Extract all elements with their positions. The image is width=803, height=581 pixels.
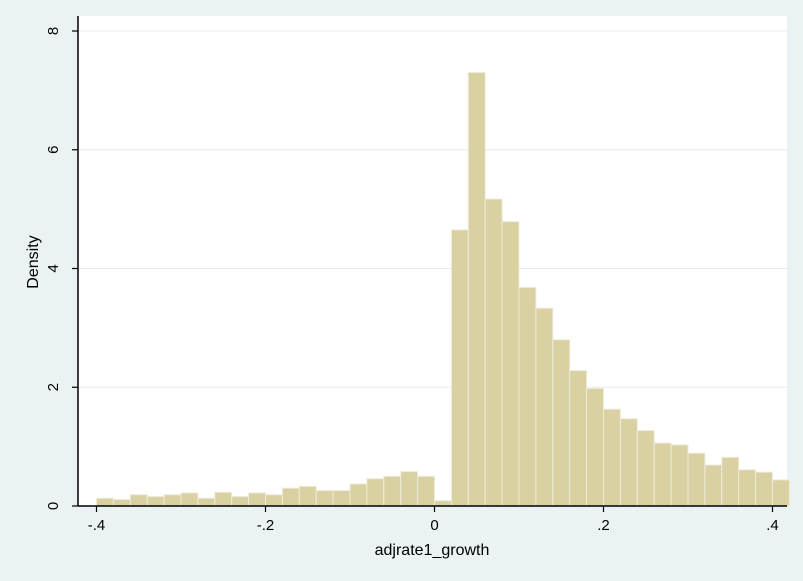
histogram-bar (231, 496, 250, 507)
histogram-bar (366, 478, 385, 507)
histogram-bar (332, 490, 351, 507)
x-tick-label: -.2 (257, 517, 275, 534)
histogram-bar (450, 229, 469, 507)
y-axis-title: Density (25, 235, 42, 288)
histogram-bar (484, 198, 503, 507)
histogram-bar (146, 496, 165, 507)
histogram-bar (552, 339, 571, 507)
histogram-bar (265, 494, 283, 507)
bars (96, 72, 790, 507)
histogram-bar (197, 497, 216, 507)
histogram-bar (417, 475, 436, 507)
histogram-bar (535, 307, 554, 507)
histogram-bar (738, 469, 757, 507)
histogram-bar (383, 475, 402, 507)
histogram-bar (281, 487, 300, 507)
histogram-bar (400, 471, 419, 507)
histogram-bar (603, 408, 621, 507)
histogram-bar (112, 498, 131, 507)
histogram-bar (721, 456, 740, 507)
histogram-bar (315, 490, 334, 507)
histogram-bar (653, 442, 672, 507)
x-tick-label: .2 (597, 517, 610, 534)
x-ticks: -.4 -.2 0 .2 .4 (88, 506, 779, 534)
histogram-bar (687, 452, 706, 507)
y-tick-label: 2 (45, 383, 62, 391)
x-axis-title: adjrate1_growth (375, 542, 490, 559)
histogram-bar (518, 287, 537, 507)
histogram-bar (349, 483, 368, 507)
histogram-bar (501, 221, 520, 507)
histogram-bar (96, 497, 114, 507)
histogram-bar (298, 485, 317, 507)
y-ticks: 0 2 4 6 8 (45, 27, 78, 510)
plot-area (78, 16, 787, 506)
histogram-bar (772, 479, 790, 507)
y-tick-label: 6 (45, 146, 62, 154)
histogram-bar (586, 387, 604, 507)
y-tick-label: 4 (45, 264, 62, 272)
histogram-bar (619, 418, 638, 507)
histogram-bar (129, 494, 148, 507)
histogram-bar (248, 492, 267, 507)
histogram-bar (163, 494, 182, 507)
histogram-bar (704, 464, 723, 507)
x-tick-label: 0 (430, 517, 438, 534)
histogram-bar (434, 500, 452, 507)
y-tick-label: 8 (45, 27, 62, 35)
gridlines (78, 30, 787, 388)
histogram-bar (214, 491, 233, 507)
histogram-bar (569, 370, 588, 507)
histogram-bar (636, 430, 655, 507)
x-tick-label: .4 (766, 517, 779, 534)
histogram-bar (180, 492, 199, 507)
histogram-bar (755, 471, 773, 507)
histogram-bar (467, 72, 486, 507)
x-tick-label: -.4 (88, 517, 106, 534)
y-tick-label: 0 (45, 502, 62, 510)
histogram-bar (670, 444, 689, 507)
